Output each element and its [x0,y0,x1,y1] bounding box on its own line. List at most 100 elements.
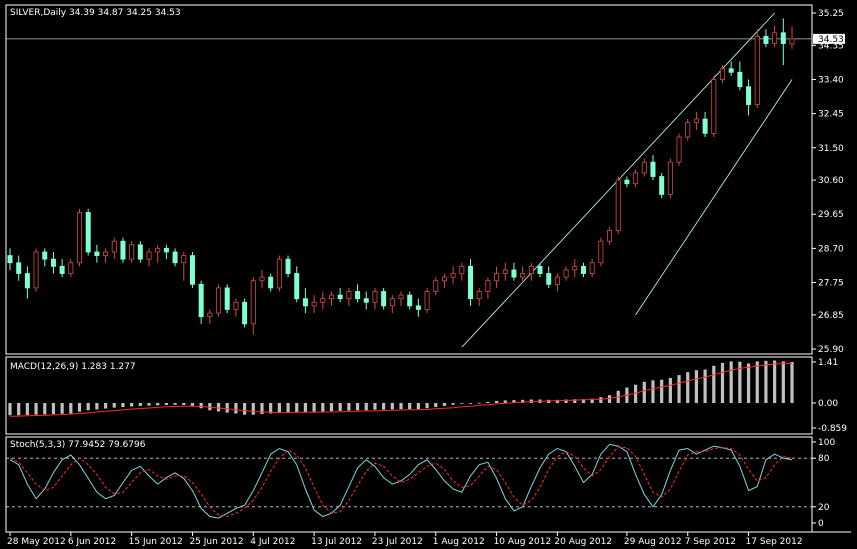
candle-body [650,161,656,177]
candle-body [189,255,195,285]
candle-body [554,276,560,285]
candle-body [537,265,543,274]
candle-body [216,287,222,314]
candle [598,237,604,267]
macd-bar [599,397,603,404]
macd-bar [477,402,481,404]
candle-body [68,262,74,274]
macd-bar [738,361,742,404]
candle-body [94,251,100,256]
candle-body [424,291,430,310]
macd-bar [95,403,99,410]
candle-body [580,265,586,274]
macd-bar [451,403,455,405]
macd-bar [425,403,429,409]
candle-body [407,294,413,307]
macd-bar [651,380,655,404]
candle-body [346,291,352,300]
macd-bar [694,370,699,404]
candle [580,262,586,278]
main-pane-frame [5,4,813,355]
current-price-tag [813,33,845,44]
candle [572,259,578,278]
candle [33,248,39,292]
macd-bar [121,403,125,408]
price-tick-label: 28.70 [818,244,844,254]
candle-body [633,172,639,185]
candle-body [511,269,517,278]
channel-lower-line [635,79,793,316]
candle-body [320,298,326,303]
candle-body [268,276,274,289]
candle [85,208,91,256]
stoch-tick-label: 80 [818,454,830,464]
macd-bar [112,403,116,408]
candle-body [294,273,300,300]
candle-body [259,276,265,282]
candle-body [77,212,83,264]
price-tick-label: 30.60 [818,176,844,186]
candle [268,273,274,292]
candle-body [624,179,630,185]
macd-signal-line [9,362,793,417]
macd-bar [138,403,142,406]
candle-body [172,251,178,264]
stoch-title: Stoch(5,3,3) 77.9452 79.6796 [10,440,146,450]
candle [502,262,508,281]
candle [59,259,65,278]
candle-body [276,258,282,289]
pane-frames [5,4,851,533]
candle-body [16,262,22,274]
time-tick-label: 17 Sep 2012 [746,537,803,547]
time-tick-label: 6 Jun 2012 [68,537,116,547]
macd-bar [17,403,21,416]
candle [537,262,543,278]
macd-bar [434,403,438,408]
candle [294,266,300,303]
macd-bar [251,403,255,415]
candle-body [502,269,508,274]
price-tick-label: 26.85 [818,311,844,321]
macd-bar [486,401,490,404]
macd-bar [347,403,351,411]
macd-bar [164,403,168,406]
macd-bar [8,403,12,416]
macd-tick-label: 1.41 [818,358,838,368]
macd-bar [277,403,281,413]
macd-bar [338,403,342,411]
candle [641,158,647,177]
macd-bar [746,363,751,404]
candle-body [381,291,387,307]
macd-bar [564,399,568,404]
macd-bar [677,375,681,404]
candle [242,298,248,328]
macd-bar [286,403,290,413]
candle [780,18,786,66]
candle-body [563,269,569,278]
macd-bar [460,403,464,404]
candle-body [546,273,552,285]
candle [511,262,517,281]
candle [607,226,613,245]
macd-bar [668,377,672,404]
candle [259,269,265,288]
macd-bar [390,403,394,410]
macd-bar [729,361,733,404]
macd-bar [590,398,594,404]
time-tick-label: 15 Jun 2012 [129,537,183,547]
macd-bar [781,361,785,404]
candle-body [250,280,256,325]
candle-body [615,179,621,231]
candle-body [468,265,474,300]
candle-body [42,251,48,260]
axis-labels: 35.25 34.35 33.40 32.45 31.50 30.60 29.65 28.70… [7,9,847,547]
candle [311,295,317,314]
candle-body [7,255,13,264]
candle-body [693,118,699,124]
candle-body [676,136,682,163]
macd-bar [190,403,195,406]
candle [737,61,743,91]
candle [554,273,560,292]
macd-bar [712,365,716,404]
